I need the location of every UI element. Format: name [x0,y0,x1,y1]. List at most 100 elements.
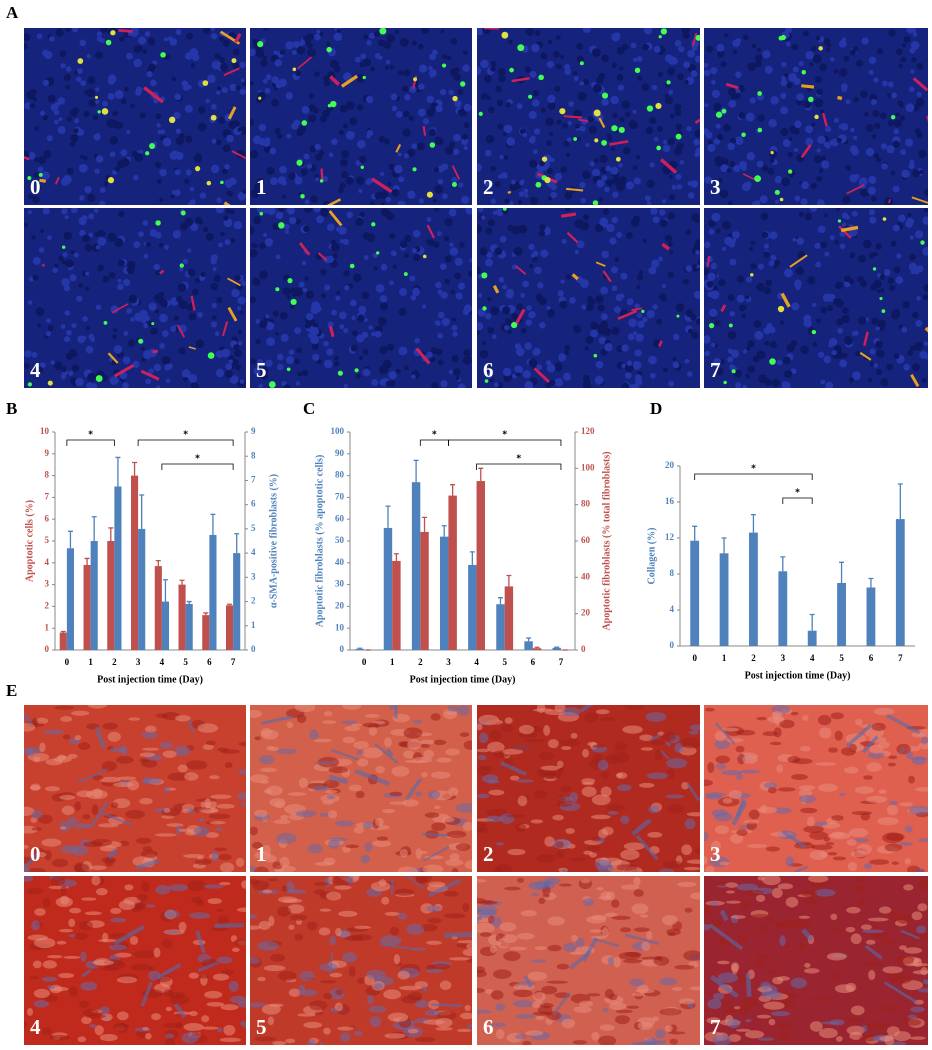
nucleus [389,280,394,285]
tissue [215,828,223,831]
stain-green [781,35,786,40]
tissue [80,952,86,962]
nucleus [162,138,171,147]
nucleus [364,255,369,260]
tissue [613,957,621,968]
nucleus [255,49,264,58]
nucleus [684,359,688,363]
nucleus [811,46,817,52]
image-label: 3 [710,175,721,199]
significance-label: * [88,429,93,440]
nucleus [610,96,619,105]
nucleus [341,150,349,158]
nucleus [444,218,452,226]
nucleus [119,36,124,41]
tissue [58,973,74,978]
tissue [288,925,294,930]
tissue [573,1006,591,1013]
x-axis-title: Post injection time (Day) [97,674,203,685]
stain-green [442,63,446,67]
stain-green [580,61,584,65]
nucleus [320,208,329,217]
tissue [59,821,71,832]
nucleus [409,276,415,282]
nucleus [450,38,457,45]
nucleus [916,132,922,138]
nucleus [650,207,657,214]
tissue [113,1023,129,1029]
tissue [220,862,234,872]
tissue [117,777,136,781]
tissue [889,801,898,805]
stain-green [138,339,143,344]
tissue [736,746,745,753]
tissue [460,732,469,737]
nucleus [494,247,502,255]
tissue [743,820,759,824]
stain-green [769,358,776,365]
tissue [110,747,127,752]
nucleus [272,223,279,230]
nucleus [868,176,876,184]
nucleus [743,35,748,40]
nucleus [504,125,513,134]
nucleus [85,287,90,292]
stain-green [709,323,714,328]
nucleus [217,86,222,91]
nucleus [803,319,811,327]
nucleus [528,311,536,319]
nucleus [190,187,194,191]
nucleus [611,147,615,151]
stain-green [635,68,640,73]
nucleus [585,143,589,147]
tissue [164,808,171,813]
nucleus [538,167,544,173]
nucleus [894,266,901,273]
nucleus [608,136,613,141]
nucleus [334,65,341,72]
nucleus [746,276,752,282]
tissue [259,755,274,764]
nucleus [463,349,470,356]
nucleus [216,369,224,377]
nucleus [733,50,738,55]
tissue [913,970,929,974]
nucleus [286,92,293,99]
nucleus [761,212,769,220]
nucleus [136,87,142,93]
nucleus [442,54,447,59]
tissue [559,883,572,886]
micrograph: 4 [19,872,270,1046]
nucleus [799,61,804,66]
tissue [547,981,569,984]
nucleus [829,140,835,146]
tissue [744,890,764,896]
tissue [163,787,170,793]
nucleus [404,235,411,242]
nucleus [359,156,366,163]
nucleus [521,328,527,334]
nucleus [768,119,777,128]
nucleus [110,151,116,157]
tissue [189,973,199,979]
y2-tick-label: 7 [251,475,256,485]
nucleus [498,174,502,178]
tissue [582,782,594,785]
tissue [139,798,152,805]
tissue [844,767,858,774]
tissue [96,888,108,895]
nucleus [530,71,537,78]
nucleus [398,308,406,316]
nucleus [145,31,151,37]
nucleus [677,73,684,80]
tissue [723,798,733,804]
bar [720,553,729,646]
tissue [216,908,223,912]
nucleus [116,122,123,129]
tissue [155,833,177,836]
nucleus [575,219,584,228]
tissue [757,807,777,814]
tissue [128,717,140,720]
nucleus [600,287,608,295]
nucleus [391,250,397,256]
